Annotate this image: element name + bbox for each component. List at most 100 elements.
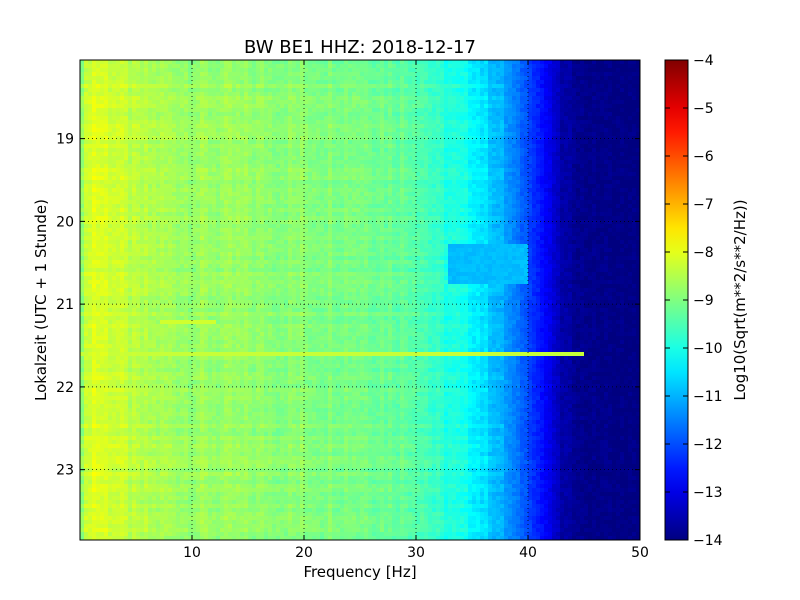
- heatmap-cell: [544, 168, 549, 173]
- heatmap-cell: [484, 100, 489, 105]
- heatmap-cell: [188, 176, 193, 181]
- heatmap-cell: [452, 60, 457, 65]
- heatmap-cell: [204, 64, 209, 69]
- heatmap-cell: [584, 148, 589, 153]
- heatmap-cell: [296, 76, 301, 81]
- heatmap-cell: [204, 128, 209, 133]
- heatmap-cell: [252, 184, 257, 189]
- heatmap-cell: [80, 104, 85, 109]
- heatmap-cell: [300, 104, 305, 109]
- heatmap-cell: [144, 160, 149, 165]
- heatmap-cell: [420, 192, 425, 197]
- heatmap-cell: [200, 96, 205, 101]
- heatmap-cell: [580, 72, 585, 77]
- heatmap-cell: [372, 156, 377, 161]
- heatmap-cell: [292, 168, 297, 173]
- heatmap-cell: [208, 76, 213, 81]
- heatmap-cell: [380, 200, 385, 205]
- heatmap-cell: [520, 128, 525, 133]
- heatmap-cell: [412, 160, 417, 165]
- heatmap-cell: [240, 196, 245, 201]
- heatmap-cell: [132, 168, 137, 173]
- heatmap-cell: [156, 132, 161, 137]
- heatmap-cell: [144, 84, 149, 89]
- heatmap-cell: [376, 184, 381, 189]
- heatmap-cell: [356, 80, 361, 85]
- heatmap-cell: [440, 140, 445, 145]
- heatmap-cell: [576, 192, 581, 197]
- heatmap-cell: [260, 168, 265, 173]
- heatmap-cell: [356, 84, 361, 89]
- heatmap-cell: [140, 200, 145, 205]
- heatmap-cell: [144, 196, 149, 201]
- heatmap-cell: [508, 172, 513, 177]
- heatmap-cell: [380, 72, 385, 77]
- heatmap-cell: [304, 88, 309, 93]
- heatmap-cell: [340, 160, 345, 165]
- heatmap-cell: [360, 168, 365, 173]
- heatmap-cell: [260, 96, 265, 101]
- heatmap-cell: [388, 132, 393, 137]
- heatmap-cell: [236, 68, 241, 73]
- heatmap-cell: [216, 168, 221, 173]
- heatmap-cell: [172, 140, 177, 145]
- heatmap-cell: [324, 132, 329, 137]
- heatmap-cell: [436, 188, 441, 193]
- heatmap-cell: [344, 192, 349, 197]
- heatmap-cell: [224, 116, 229, 121]
- heatmap-cell: [180, 168, 185, 173]
- heatmap-cell: [276, 140, 281, 145]
- heatmap-cell: [92, 188, 97, 193]
- heatmap-cell: [540, 108, 545, 113]
- heatmap-cell: [148, 160, 153, 165]
- heatmap-cell: [340, 64, 345, 69]
- heatmap-cell: [524, 64, 529, 69]
- heatmap-cell: [316, 196, 321, 201]
- heatmap-cell: [224, 80, 229, 85]
- heatmap-cell: [312, 164, 317, 169]
- heatmap-cell: [376, 144, 381, 149]
- heatmap-cell: [328, 184, 333, 189]
- heatmap-cell: [228, 156, 233, 161]
- heatmap-cell: [264, 176, 269, 181]
- heatmap-cell: [608, 160, 613, 165]
- heatmap-cell: [88, 108, 93, 113]
- heatmap-cell: [184, 156, 189, 161]
- heatmap-cell: [80, 120, 85, 125]
- heatmap-cell: [528, 196, 533, 201]
- heatmap-cell: [488, 148, 493, 153]
- heatmap-cell: [284, 156, 289, 161]
- heatmap-cell: [580, 64, 585, 69]
- heatmap-cell: [272, 112, 277, 117]
- heatmap-cell: [504, 148, 509, 153]
- heatmap-cell: [440, 172, 445, 177]
- heatmap-cell: [156, 84, 161, 89]
- heatmap-cell: [608, 188, 613, 193]
- heatmap-cell: [472, 76, 477, 81]
- heatmap-cell: [420, 116, 425, 121]
- heatmap-cell: [552, 100, 557, 105]
- heatmap-cell: [108, 100, 113, 105]
- heatmap-cell: [372, 200, 377, 205]
- heatmap-cell: [152, 64, 157, 69]
- heatmap-cell: [496, 84, 501, 89]
- heatmap-cell: [256, 120, 261, 125]
- heatmap-cell: [180, 140, 185, 145]
- heatmap-cell: [208, 136, 213, 141]
- heatmap-cell: [412, 196, 417, 201]
- heatmap-cell: [256, 148, 261, 153]
- heatmap-cell: [280, 72, 285, 77]
- heatmap-cell: [284, 112, 289, 117]
- heatmap-cell: [256, 188, 261, 193]
- heatmap-cell: [144, 136, 149, 141]
- heatmap-cell: [632, 180, 637, 185]
- heatmap-cell: [304, 96, 309, 101]
- heatmap-cell: [360, 172, 365, 177]
- heatmap-cell: [380, 64, 385, 69]
- heatmap-cell: [384, 100, 389, 105]
- heatmap-cell: [612, 132, 617, 137]
- heatmap-cell: [340, 172, 345, 177]
- heatmap-cell: [524, 100, 529, 105]
- heatmap-cell: [516, 128, 521, 133]
- heatmap-cell: [484, 96, 489, 101]
